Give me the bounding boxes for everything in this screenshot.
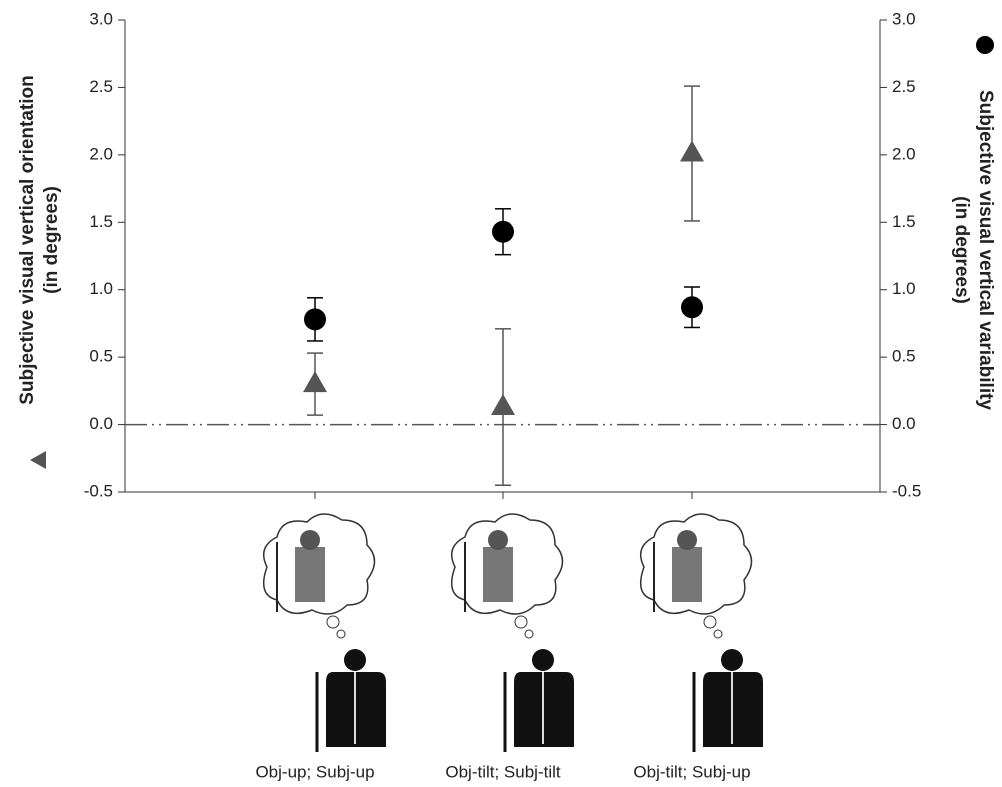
condition-illustration bbox=[639, 512, 765, 754]
legend-symbol bbox=[30, 451, 46, 469]
y-tick-label: 1.0 bbox=[89, 279, 113, 298]
data-point bbox=[491, 394, 515, 416]
y-tick-label: -0.5 bbox=[84, 481, 113, 500]
y2-tick-label: 1.0 bbox=[892, 279, 916, 298]
legend-symbol bbox=[976, 36, 994, 54]
y2-tick-label: 2.0 bbox=[892, 144, 916, 163]
condition-illustration bbox=[450, 512, 576, 754]
y-axis-title: Subjective visual vertical orientation (… bbox=[17, 75, 62, 469]
y-tick-label: 0.0 bbox=[89, 414, 113, 433]
y2-tick-label: -0.5 bbox=[892, 481, 921, 500]
data-point bbox=[303, 371, 327, 393]
x-tick-label: Obj-up; Subj-up bbox=[255, 762, 374, 781]
data-point bbox=[304, 308, 326, 331]
y-axis-label: (in degrees) bbox=[41, 186, 62, 294]
x-tick-label: Obj-tilt; Subj-up bbox=[633, 762, 750, 781]
y2-tick-label: 1.5 bbox=[892, 212, 916, 231]
y2-tick-label: 2.5 bbox=[892, 77, 916, 96]
y2-axis-label: Subjective visual vertical variability bbox=[975, 90, 996, 410]
x-tick-label: Obj-tilt; Subj-tilt bbox=[445, 762, 561, 781]
y2-axis-label: (in degrees) bbox=[951, 196, 972, 304]
condition-illustration bbox=[262, 512, 388, 754]
y2-tick-label: 0.0 bbox=[892, 414, 916, 433]
y-tick-label: 2.0 bbox=[89, 144, 113, 163]
y-axis-label: Subjective visual vertical orientation bbox=[17, 75, 38, 404]
y2-tick-label: 3.0 bbox=[892, 9, 916, 28]
y-tick-label: 2.5 bbox=[89, 77, 113, 96]
y-tick-label: 1.5 bbox=[89, 212, 113, 231]
y-tick-label: 3.0 bbox=[89, 9, 113, 28]
data-point bbox=[681, 296, 703, 319]
y2-tick-label: 0.5 bbox=[892, 347, 916, 366]
y2-axis-title: Subjective visual vertical variability (… bbox=[951, 90, 996, 410]
data-point bbox=[492, 220, 514, 243]
y-tick-label: 0.5 bbox=[89, 347, 113, 366]
data-point bbox=[680, 140, 704, 162]
